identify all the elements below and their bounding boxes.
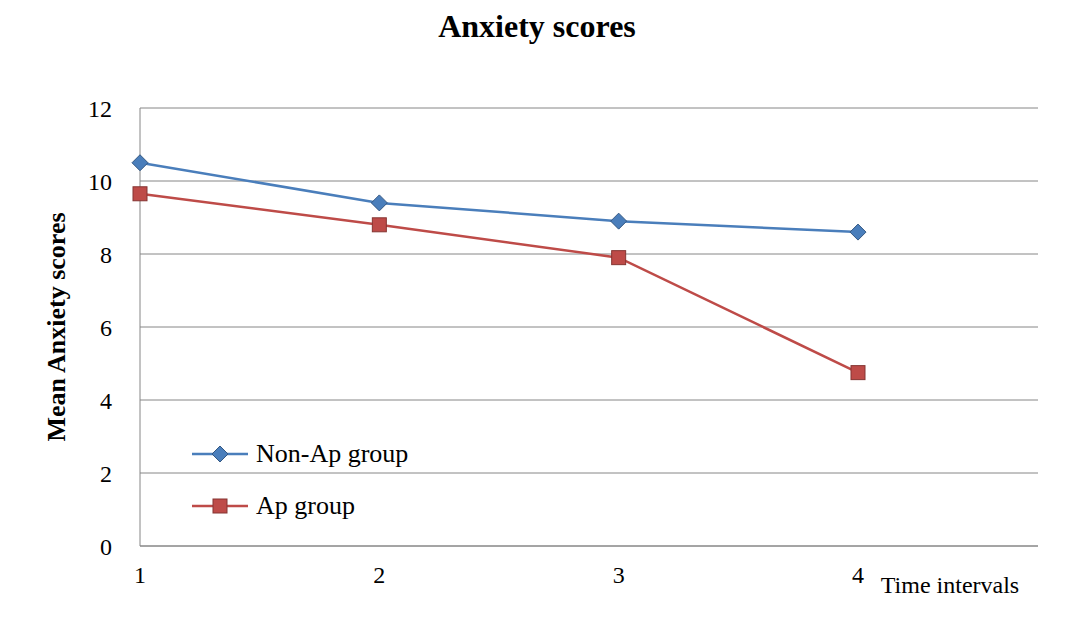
svg-text:12: 12 bbox=[88, 96, 112, 122]
svg-text:3: 3 bbox=[613, 562, 625, 588]
svg-text:8: 8 bbox=[100, 242, 112, 268]
svg-text:4: 4 bbox=[852, 562, 864, 588]
svg-text:10: 10 bbox=[88, 169, 112, 195]
svg-text:0: 0 bbox=[100, 534, 112, 560]
html-text:Mean Anxiety scores: Mean Anxiety scores bbox=[42, 212, 71, 442]
html-text:Non-Ap group: Non-Ap group bbox=[256, 439, 409, 468]
html-text:Ap group: Ap group bbox=[256, 491, 355, 520]
html-text:Anxiety scores: Anxiety scores bbox=[438, 8, 636, 44]
svg-text:2: 2 bbox=[373, 562, 385, 588]
html-text:Time intervals: Time intervals bbox=[880, 572, 1020, 598]
svg-text:6: 6 bbox=[100, 315, 112, 341]
svg-text:4: 4 bbox=[100, 388, 112, 414]
svg-text:2: 2 bbox=[100, 461, 112, 487]
svg-text:1: 1 bbox=[134, 562, 146, 588]
